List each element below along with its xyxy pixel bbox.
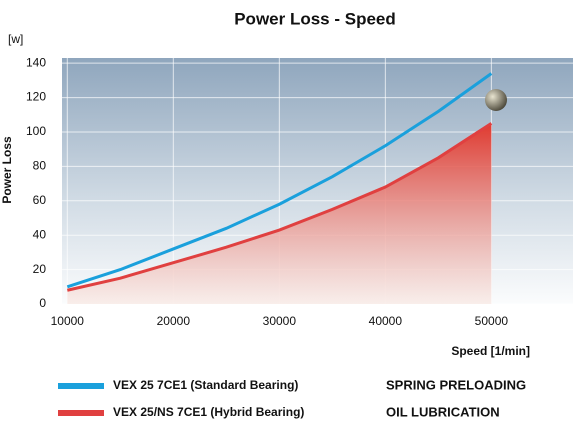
x-tick-label: 40000 (369, 314, 403, 328)
x-tick-label: 10000 (51, 314, 85, 328)
y-tick-label: 40 (33, 227, 47, 241)
y-tick-label: 100 (26, 124, 46, 138)
chart: Power Loss - Speed [w] Power Loss Speed … (0, 0, 573, 424)
legend-swatch (58, 410, 104, 416)
bearing-ball-icon (485, 89, 507, 111)
y-tick-label: 0 (39, 296, 46, 310)
y-axis-label: Power Loss (0, 136, 14, 204)
y-tick-label: 120 (26, 90, 46, 104)
legend-label: VEX 25/NS 7CE1 (Hybrid Bearing) (113, 405, 304, 419)
x-axis-label: Speed [1/min] (451, 344, 530, 358)
x-tick-label: 30000 (263, 314, 297, 328)
legend-label: VEX 25 7CE1 (Standard Bearing) (113, 378, 298, 392)
chart-title: Power Loss - Speed (234, 9, 396, 28)
y-tick-label: 80 (33, 159, 47, 173)
legend-swatch (58, 383, 104, 389)
x-tick-label: 20000 (157, 314, 191, 328)
y-tick-label: 20 (33, 262, 47, 276)
annotation: SPRING PRELOADING (386, 377, 526, 392)
y-unit: [w] (8, 32, 23, 46)
x-tick-label: 50000 (475, 314, 509, 328)
y-tick-label: 140 (26, 55, 46, 69)
y-tick-label: 60 (33, 193, 47, 207)
annotation: OIL LUBRICATION (386, 404, 500, 419)
